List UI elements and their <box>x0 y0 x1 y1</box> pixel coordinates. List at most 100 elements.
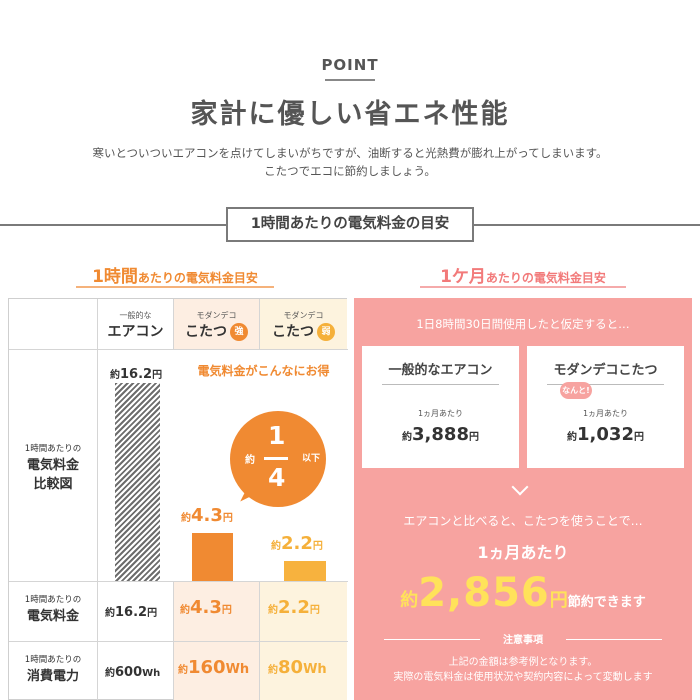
intro-text: 寒いとついついエアコンを点けてしまいがちですが、油断すると光熱費が膨れ上がってし… <box>0 144 700 180</box>
strong-badge: 強 <box>230 323 248 341</box>
hourly-title-small: あたりの電気料金目安 <box>137 271 258 285</box>
column-header-kotatsu-strong: モダンデコ こたつ強 <box>174 299 259 349</box>
savings-callout: 電気料金がこんなにお得 <box>197 364 330 378</box>
power-prefix: 約 <box>268 665 278 676</box>
price-prefix: 約 <box>567 432 578 443</box>
divider <box>9 349 348 350</box>
cost-value: 16.2 <box>115 605 148 620</box>
divider <box>9 581 348 582</box>
bubble-prefix: 約 <box>245 455 255 466</box>
divider <box>173 299 174 349</box>
column-header-big: エアコン <box>107 324 164 340</box>
divider <box>259 581 260 700</box>
bar-label-prefix: 約 <box>110 370 120 381</box>
section-title: 1時間あたりの電気料金の目安 <box>226 207 474 242</box>
card-period: 1ヵ月あたり <box>417 409 464 418</box>
row-label-big: 電気料金 <box>26 609 79 624</box>
saving-prefix: 約 <box>400 590 419 611</box>
quarter-bubble: 約 1 4 以下 <box>230 411 326 507</box>
price-prefix: 約 <box>402 432 413 443</box>
bar-label-prefix: 約 <box>181 513 191 524</box>
bar-label-kotatsu-strong: 約4.3円 <box>181 505 233 526</box>
point-underline <box>325 79 375 81</box>
comparison-text: エアコンと比べると、こたつを使うことで… <box>403 514 643 528</box>
row-label-big: 消費電力 <box>26 669 79 684</box>
divider <box>9 641 348 642</box>
column-header-big: こたつ <box>272 324 314 340</box>
surprise-tag: なんと! <box>560 382 592 399</box>
monthly-title: 1ケ月あたりの電気料金目安 <box>420 262 626 288</box>
row-label-big: 比較図 <box>33 477 73 492</box>
point-label: POINT <box>321 56 379 74</box>
per-month-label: 1ヵ月あたり <box>477 543 569 562</box>
monthly-title-small: あたりの電気料金目安 <box>485 271 606 285</box>
monthly-saving: 約2,856円節約できます <box>354 570 692 616</box>
card-divider <box>382 384 499 385</box>
notice-line-1: 上記の金額は参考例となります。 <box>448 657 598 668</box>
power-kotatsu-weak: 約80Wh <box>268 657 327 678</box>
cost-value: 2.2 <box>278 597 310 618</box>
weak-badge: 弱 <box>317 323 335 341</box>
price-value: 1,032 <box>577 424 634 445</box>
card-kotatsu: モダンデコこたつ なんと! 1ヵ月あたり 約1,032円 <box>527 346 684 468</box>
notice-body: 上記の金額は参考例となります。 実際の電気料金は使用状況や契約内容によって変動し… <box>354 655 692 685</box>
row-label-power: 1時間あたりの 消費電力 <box>9 653 97 684</box>
bar-label-kotatsu-weak: 約2.2円 <box>271 533 323 554</box>
divider <box>173 581 174 700</box>
power-aircon: 約600Wh <box>105 661 160 680</box>
row-label-chart: 1時間あたりの 電気料金 比較図 <box>9 442 97 492</box>
cost-unit: 円 <box>147 608 158 619</box>
row-label-cost: 1時間あたりの 電気料金 <box>9 593 97 624</box>
column-header-big: こたつ <box>185 324 227 340</box>
cost-prefix: 約 <box>105 608 115 619</box>
price-value: 3,888 <box>412 424 469 445</box>
cost-unit: 円 <box>309 605 320 616</box>
column-header-kotatsu-weak: モダンデコ こたつ弱 <box>260 299 347 349</box>
power-prefix: 約 <box>105 668 115 679</box>
intro-line-1: 寒いとついついエアコンを点けてしまいがちですが、油断すると光熱費が膨れ上がってし… <box>92 146 608 160</box>
notice-title: 注意事項 <box>503 635 543 646</box>
bar-label-unit: 円 <box>312 541 323 552</box>
bar-label-value: 16.2 <box>120 367 153 382</box>
power-value: 600 <box>115 665 143 680</box>
row-label-small: 1時間あたりの <box>24 655 82 665</box>
bar-aircon <box>115 383 160 581</box>
cost-unit: 円 <box>221 605 232 616</box>
column-header-aircon: 一般的な エアコン <box>98 299 173 349</box>
bar-label-value: 2.2 <box>281 533 313 554</box>
power-value: 80 <box>278 657 304 678</box>
column-header-small: 一般的な <box>119 311 152 320</box>
bar-label-prefix: 約 <box>271 541 281 552</box>
card-divider <box>547 384 664 385</box>
monthly-panel: 1日8時間30日間使用したと仮定すると… 一般的なエアコン 1ヵ月あたり 約3,… <box>354 298 692 700</box>
monthly-title-big: 1ケ月 <box>440 267 486 287</box>
chevron-down-icon <box>511 478 529 496</box>
hourly-title-big: 1時間 <box>92 267 138 287</box>
notice-rule-left <box>384 639 480 640</box>
cost-kotatsu-weak: 約2.2円 <box>268 597 320 618</box>
cost-prefix: 約 <box>268 605 278 616</box>
column-header-small: モダンデコ <box>196 311 237 320</box>
power-kotatsu-strong: 約160Wh <box>178 657 249 678</box>
price-unit: 円 <box>468 432 479 443</box>
card-period: 1ヵ月あたり <box>582 409 629 418</box>
bar-label-aircon: 約16.2円 <box>110 363 162 382</box>
bubble-denominator: 4 <box>268 463 286 492</box>
price-unit: 円 <box>633 432 644 443</box>
bar-kotatsu-strong <box>192 533 233 581</box>
bubble-numerator: 1 <box>268 421 286 450</box>
hourly-title: 1時間あたりの電気料金目安 <box>76 262 274 288</box>
notice-line-2: 実際の電気料金は使用状況や契約内容によって変動します <box>393 672 653 683</box>
power-prefix: 約 <box>178 665 188 676</box>
power-unit: Wh <box>225 662 250 677</box>
card-name: モダンデコこたつ <box>553 363 658 378</box>
row-label-small: 1時間あたりの <box>24 595 82 605</box>
power-unit: Wh <box>303 662 327 677</box>
usage-condition: 1日8時間30日間使用したと仮定すると… <box>416 317 630 331</box>
fraction-bar <box>264 457 288 460</box>
bar-label-value: 4.3 <box>191 505 223 526</box>
saving-unit: 円 <box>549 590 568 611</box>
notice-rule-right <box>566 639 662 640</box>
divider <box>97 299 98 700</box>
power-value: 160 <box>188 657 226 678</box>
